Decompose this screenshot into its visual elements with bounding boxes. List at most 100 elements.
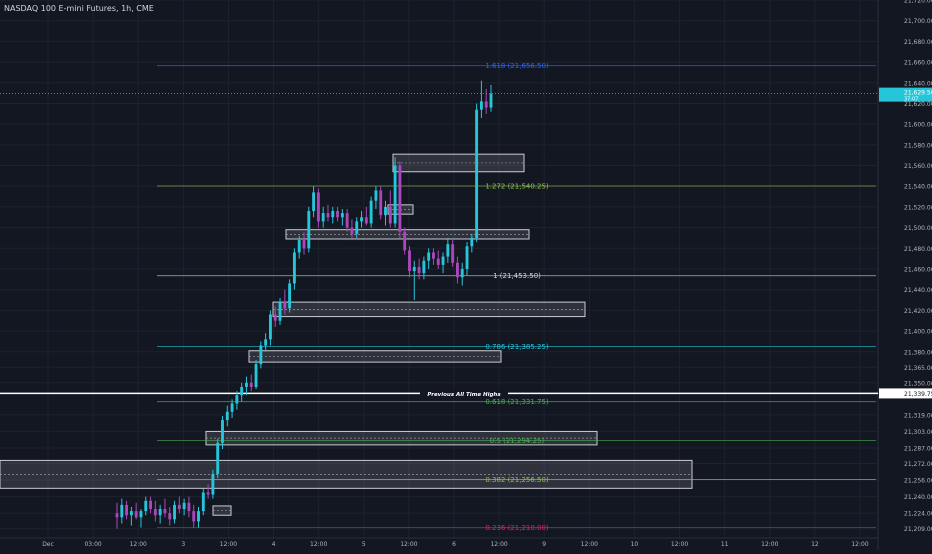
y-tick-label: 21,224.00 xyxy=(904,511,932,518)
candle-body xyxy=(221,420,224,443)
x-tick-label: 4 xyxy=(272,541,276,548)
fib-level-label: 0.786 (21,385.25) xyxy=(485,343,549,351)
y-tick-label: 21,440.00 xyxy=(904,287,932,294)
candle-body xyxy=(201,492,205,512)
candle-body xyxy=(139,511,143,518)
fib-level-label: 0.618 (21,331.75) xyxy=(485,398,549,406)
candle-body xyxy=(470,237,474,247)
candle-body xyxy=(316,192,320,222)
candle-body xyxy=(115,513,119,518)
candle-body xyxy=(292,252,296,284)
ath-label: Previous All Time Highs xyxy=(427,392,501,398)
candle-body xyxy=(278,302,282,321)
candle-body xyxy=(379,190,383,216)
ath-price-label: 21,339.75 xyxy=(904,391,932,398)
x-tick-label: 10 xyxy=(631,541,639,548)
y-tick-label: 21,303.00 xyxy=(904,429,932,436)
candle-body xyxy=(168,513,172,520)
y-tick-label: 21,560.00 xyxy=(904,163,932,170)
x-tick-label: 03:00 xyxy=(84,541,101,548)
candle-body xyxy=(245,382,248,387)
y-tick-label: 21,720.00 xyxy=(904,0,932,5)
last-price-tag xyxy=(879,87,932,102)
candle-body xyxy=(345,213,349,228)
fib-level-label: 1 (21,453.50) xyxy=(493,272,541,280)
candle-body xyxy=(484,101,488,108)
x-tick-label: 11 xyxy=(721,541,729,548)
candle-body xyxy=(134,511,138,518)
candle-body xyxy=(144,500,148,512)
fib-level-label: 1.272 (21,540.25) xyxy=(485,182,549,190)
candle-body xyxy=(254,364,258,387)
x-tick-label: 6 xyxy=(452,541,456,548)
fib-level-label: 1.618 (21,656.50) xyxy=(485,62,549,70)
y-tick-label: 21,400.00 xyxy=(904,329,932,336)
candle-body xyxy=(432,252,435,259)
candle-body xyxy=(475,109,479,238)
candle-body xyxy=(307,211,311,249)
candle-body xyxy=(417,266,421,274)
x-tick-label: 3 xyxy=(181,541,185,548)
x-tick-label: 12:00 xyxy=(851,541,868,548)
candle-body xyxy=(441,256,445,265)
x-tick-label: 9 xyxy=(542,541,546,548)
candle-body xyxy=(297,240,301,253)
candle-body xyxy=(479,101,483,110)
x-tick-label: 12:00 xyxy=(490,541,507,548)
x-tick-label: 5 xyxy=(362,541,366,548)
candle-body xyxy=(355,221,359,234)
candle-body xyxy=(249,382,253,387)
candle-body xyxy=(192,511,196,522)
candle-body xyxy=(158,509,162,516)
candle-body xyxy=(153,509,157,516)
candle-body xyxy=(173,504,176,520)
y-tick-label: 21,287.00 xyxy=(904,445,932,452)
candle-body xyxy=(465,246,469,269)
y-tick-label: 21,256.00 xyxy=(904,478,932,485)
candle-body xyxy=(403,231,407,251)
candle-body xyxy=(288,283,292,309)
candle-body xyxy=(312,192,316,212)
candle-body xyxy=(197,511,200,522)
candle-body xyxy=(408,250,411,272)
y-tick-label: 21,365.00 xyxy=(904,365,932,372)
candle-body xyxy=(388,206,392,224)
candle-body xyxy=(336,211,340,218)
x-tick-label: 12:00 xyxy=(220,541,237,548)
candle-body xyxy=(216,442,220,474)
candle-body xyxy=(321,213,325,222)
y-tick-label: 21,209.00 xyxy=(904,526,932,533)
chart-title: NASDAQ 100 E-mini Futures, 1h, CME xyxy=(4,4,154,13)
fib-level-label: 0.5 (21,294.25) xyxy=(490,437,545,445)
last-price-label: 21,629.50 xyxy=(904,90,932,97)
y-tick-label: 21,500.00 xyxy=(904,225,932,232)
candle-body xyxy=(384,206,387,216)
candle-body xyxy=(331,211,335,218)
candle-body xyxy=(398,165,402,232)
fib-level-label: 0.236 (21,210.00) xyxy=(485,524,549,532)
y-tick-label: 21,420.00 xyxy=(904,308,932,315)
candle-body xyxy=(129,511,133,516)
ath-label-bg xyxy=(420,389,508,398)
last-price-countdown: 37:07 xyxy=(904,97,918,103)
x-tick-label: 12:00 xyxy=(761,541,778,548)
candle-body xyxy=(230,403,234,412)
ath-price-tag xyxy=(879,388,932,399)
candle-body xyxy=(393,165,397,224)
candle-body xyxy=(422,260,426,274)
y-tick-label: 21,540.00 xyxy=(904,184,932,191)
candle-body xyxy=(412,266,416,272)
candle-body xyxy=(360,217,363,222)
candle-body xyxy=(340,213,344,218)
x-tick-label: 12:00 xyxy=(130,541,147,548)
candle-body xyxy=(436,258,440,265)
x-tick-label: 12 xyxy=(811,541,819,548)
y-tick-label: 21,350.00 xyxy=(904,380,932,387)
candle-body xyxy=(120,504,124,518)
candle-body xyxy=(187,502,191,512)
y-tick-label: 21,319.00 xyxy=(904,412,932,419)
candle-body xyxy=(206,492,210,495)
